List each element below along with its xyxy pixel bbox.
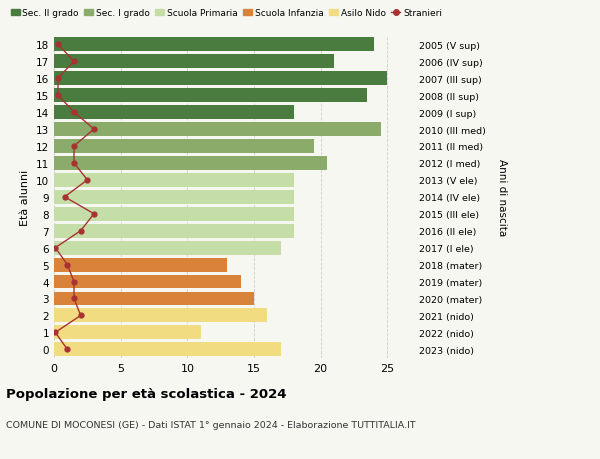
Bar <box>54 326 200 340</box>
Y-axis label: Età alunni: Età alunni <box>20 169 31 225</box>
Bar <box>54 241 281 255</box>
Bar <box>54 309 268 323</box>
Bar <box>54 224 294 238</box>
Bar <box>54 207 294 221</box>
Text: COMUNE DI MOCONESI (GE) - Dati ISTAT 1° gennaio 2024 - Elaborazione TUTTITALIA.I: COMUNE DI MOCONESI (GE) - Dati ISTAT 1° … <box>6 420 416 429</box>
Bar <box>54 190 294 204</box>
Bar <box>54 174 294 187</box>
Y-axis label: Anni di nascita: Anni di nascita <box>497 159 507 236</box>
Text: Popolazione per età scolastica - 2024: Popolazione per età scolastica - 2024 <box>6 387 287 400</box>
Bar <box>54 157 328 170</box>
Bar <box>54 106 294 120</box>
Bar <box>54 140 314 154</box>
Bar <box>54 38 374 52</box>
Bar <box>54 275 241 289</box>
Bar <box>54 89 367 103</box>
Legend: Sec. II grado, Sec. I grado, Scuola Primaria, Scuola Infanzia, Asilo Nido, Stran: Sec. II grado, Sec. I grado, Scuola Prim… <box>11 9 442 18</box>
Bar <box>54 55 334 69</box>
Bar <box>54 342 281 357</box>
Bar <box>54 258 227 272</box>
Bar <box>54 72 388 86</box>
Bar <box>54 292 254 306</box>
Bar <box>54 123 380 137</box>
